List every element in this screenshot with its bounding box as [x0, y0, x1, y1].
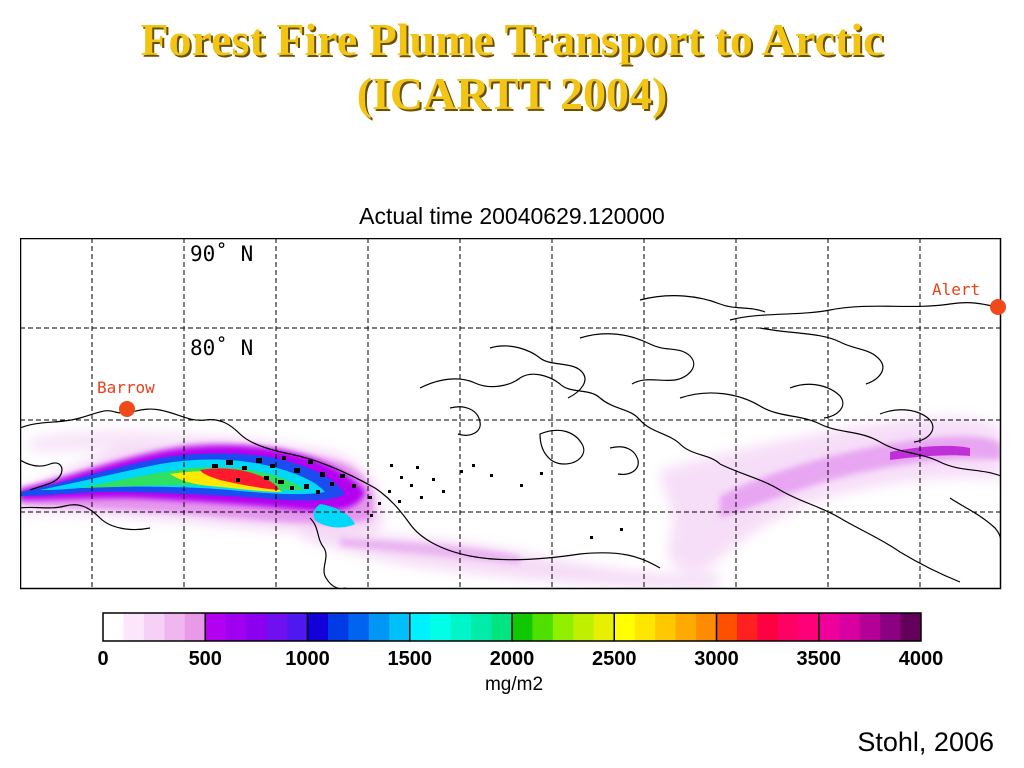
plume-field	[20, 238, 1001, 589]
colorbar-segment	[532, 613, 554, 641]
colorbar-segment	[675, 613, 697, 641]
fire-hotspots	[212, 456, 623, 539]
colorbar-tick-label: 1500	[387, 648, 433, 670]
colorbar-segment	[655, 613, 677, 641]
site-marker-barrow	[119, 401, 135, 417]
coastlines	[20, 295, 1001, 589]
colorbar-segment	[777, 613, 799, 641]
colorbar-segment	[246, 613, 268, 641]
colorbar-segment	[900, 613, 922, 641]
colorbar-segment	[368, 613, 390, 641]
colorbar-unit: mg/m2	[484, 674, 544, 695]
source-credit: Stohl, 2006	[857, 727, 994, 757]
colorbar-segment	[123, 613, 145, 641]
colorbar-segment	[818, 613, 840, 641]
colorbar-segment	[143, 613, 165, 641]
map-frame	[20, 238, 1002, 590]
colorbar-segment	[164, 613, 186, 641]
colorbar-tick-label: 1000	[285, 648, 330, 670]
site-label-barrow: Barrow	[97, 378, 155, 397]
colorbar-segment	[450, 613, 472, 641]
colorbar-segment	[103, 613, 124, 641]
colorbar-segment	[839, 613, 861, 641]
plume-map	[20, 238, 1002, 590]
colorbar-segment	[409, 613, 431, 641]
colorbar-tick-label: 2000	[489, 648, 535, 670]
colorbar	[102, 612, 922, 642]
map-caption: Actual time 20040629.120000	[359, 203, 665, 229]
colorbar-segment	[266, 613, 288, 641]
latitude-label-80n: 80˚ N	[188, 336, 256, 360]
colorbar-tick-label: 2500	[592, 648, 637, 670]
colorbar-segment	[348, 613, 370, 641]
colorbar-segment	[327, 613, 349, 641]
colorbar-segment	[225, 613, 247, 641]
slide-subtitle: (ICARTT 2004)	[356, 68, 668, 119]
colorbar-segment	[389, 613, 411, 641]
colorbar-segment	[573, 613, 595, 641]
colorbar-segment	[205, 613, 227, 641]
colorbar-tick-label: 3000	[694, 648, 739, 670]
colorbar-segment	[287, 613, 308, 641]
colorbar-segment	[798, 613, 820, 641]
colorbar-segment	[716, 613, 738, 641]
colorbar-segment	[757, 613, 779, 641]
colorbar-segment	[512, 613, 533, 641]
colorbar-frame	[102, 612, 922, 642]
site-label-alert: Alert	[932, 280, 981, 299]
colorbar-segment	[736, 613, 758, 641]
colorbar-segment	[491, 613, 513, 641]
latitude-label-90n: 90˚ N	[188, 242, 256, 266]
site-marker-alert	[990, 299, 1006, 315]
slide-title: Forest Fire Plume Transport to Arctic	[140, 14, 884, 65]
colorbar-segment	[859, 613, 881, 641]
colorbar-segment	[880, 613, 902, 641]
colorbar-segment	[430, 613, 452, 641]
colorbar-tick-label: 500	[188, 648, 222, 670]
colorbar-segment	[552, 613, 574, 641]
graticule	[20, 238, 1001, 589]
colorbar-tick-label: 4000	[898, 648, 944, 670]
colorbar-tick-label: 3500	[796, 648, 842, 670]
colorbar-tick-label: 0	[97, 648, 109, 670]
colorbar-segment	[634, 613, 656, 641]
colorbar-segment	[593, 613, 615, 641]
colorbar-segment	[184, 613, 206, 641]
map-background	[20, 238, 1001, 589]
colorbar-segment	[307, 613, 329, 641]
colorbar-segment	[614, 613, 636, 641]
colorbar-segment	[696, 613, 717, 641]
colorbar-segment	[471, 613, 493, 641]
